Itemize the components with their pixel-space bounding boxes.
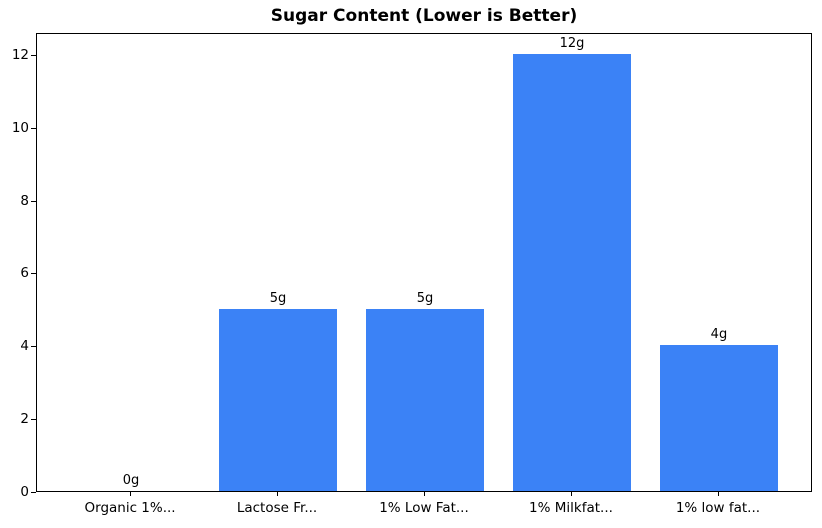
y-tick-label: 8 (20, 192, 29, 209)
y-tick-mark (31, 492, 36, 493)
y-tick-mark (31, 273, 36, 275)
x-tick-label: 1% Milkfat... (529, 500, 613, 516)
x-tick-label: Lactose Fr... (236, 500, 318, 516)
x-tick-mark (424, 492, 425, 496)
bar-value-label: 5g (416, 290, 434, 306)
bar-value-label: 0g (122, 473, 140, 488)
y-tick-mark (31, 419, 36, 421)
x-tick-label: Organic 1%... (84, 500, 176, 516)
bar (513, 53, 631, 491)
x-tick-label: 1% Low Fat... (379, 500, 469, 516)
x-tick-label: 1% low fat... (675, 500, 761, 516)
bar (366, 308, 484, 491)
bar-value-label: 12g (559, 35, 585, 51)
y-tick-mark (31, 54, 36, 56)
y-tick-mark (31, 346, 36, 348)
y-tick-mark (31, 200, 36, 202)
x-tick-mark (277, 492, 279, 496)
bar (219, 308, 337, 491)
bar (660, 345, 778, 491)
y-tick-label: 4 (20, 338, 29, 355)
y-tick-label: 2 (20, 411, 29, 428)
x-tick-mark (717, 492, 719, 496)
bar-value-label: 4g (710, 327, 728, 343)
y-tick-label: 10 (11, 119, 29, 136)
y-tick-mark (31, 127, 36, 129)
y-tick-label: 0 (20, 484, 29, 500)
plot-area: 0g 5g 5g 12g 4g (36, 33, 812, 492)
bar-value-label: 5g (269, 290, 287, 306)
x-tick-mark (570, 492, 572, 496)
y-tick-label: 6 (20, 265, 29, 282)
x-tick-mark (130, 492, 132, 496)
chart-title: Sugar Content (Lower is Better) (270, 6, 578, 26)
y-tick-label: 12 (11, 46, 29, 63)
